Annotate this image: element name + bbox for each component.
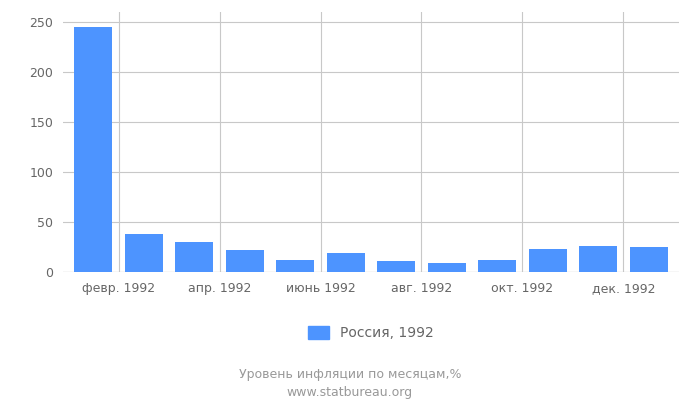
Bar [428,263,466,272]
Bar [327,253,365,272]
Bar [580,246,617,272]
Bar [226,250,264,272]
Text: Уровень инфляции по месяцам,%: Уровень инфляции по месяцам,% [239,368,461,381]
Bar [74,27,112,272]
Bar [175,242,214,272]
Bar [528,249,567,272]
Bar [125,234,162,272]
Bar [377,261,415,272]
Bar [276,260,314,272]
Bar [630,247,668,272]
Bar [478,260,516,272]
Text: www.statbureau.org: www.statbureau.org [287,386,413,399]
Legend: Россия, 1992: Россия, 1992 [302,320,440,346]
